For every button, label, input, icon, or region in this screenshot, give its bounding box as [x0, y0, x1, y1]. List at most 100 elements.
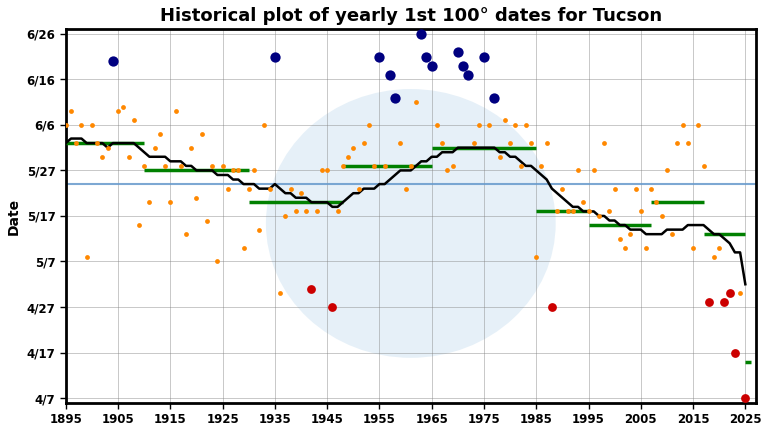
Point	[383, 71, 396, 78]
Point	[122, 153, 135, 160]
Point	[404, 162, 417, 169]
Point	[415, 30, 427, 37]
Point	[107, 58, 119, 65]
Point	[300, 208, 313, 215]
Point	[504, 140, 516, 147]
Point	[128, 117, 140, 124]
Point	[389, 94, 401, 101]
Point	[169, 108, 182, 115]
Point	[211, 258, 223, 265]
Point	[734, 290, 746, 297]
Point	[196, 130, 208, 137]
Point	[645, 185, 658, 192]
Point	[321, 167, 333, 174]
Point	[290, 208, 302, 215]
Point	[306, 285, 318, 292]
Point	[457, 62, 469, 69]
Point	[227, 167, 239, 174]
Point	[180, 231, 192, 238]
Point	[551, 208, 564, 215]
Point	[253, 226, 266, 233]
Point	[671, 140, 684, 147]
Point	[243, 185, 255, 192]
Point	[373, 53, 386, 60]
Point	[353, 185, 365, 192]
Point	[154, 130, 166, 137]
Point	[530, 253, 542, 260]
Point	[81, 253, 93, 260]
Point	[462, 71, 474, 78]
Point	[651, 199, 663, 206]
Point	[149, 144, 161, 151]
Point	[91, 140, 103, 147]
Point	[718, 299, 731, 306]
Point	[708, 253, 720, 260]
Point	[274, 290, 286, 297]
Point	[447, 162, 459, 169]
Y-axis label: Date: Date	[7, 197, 21, 235]
Point	[598, 140, 611, 147]
Point	[201, 217, 213, 224]
Point	[316, 167, 328, 174]
Point	[248, 167, 260, 174]
Point	[655, 213, 668, 220]
Point	[75, 121, 88, 128]
Point	[430, 121, 443, 128]
Point	[400, 185, 412, 192]
Point	[724, 290, 736, 297]
Point	[175, 162, 187, 169]
Point	[368, 162, 380, 169]
Point	[426, 62, 438, 69]
Point	[467, 140, 480, 147]
Ellipse shape	[266, 89, 556, 358]
Point	[295, 190, 307, 197]
Point	[687, 244, 699, 251]
Point	[164, 199, 176, 206]
Point	[85, 121, 98, 128]
Point	[190, 194, 203, 201]
Point	[363, 121, 375, 128]
Point	[112, 108, 124, 115]
Point	[614, 235, 626, 242]
Point	[394, 140, 407, 147]
Point	[159, 162, 171, 169]
Point	[739, 394, 752, 401]
Point	[280, 213, 292, 220]
Point	[698, 162, 710, 169]
Point	[494, 153, 506, 160]
Point	[634, 208, 647, 215]
Point	[488, 94, 500, 101]
Point	[509, 121, 521, 128]
Point	[96, 153, 109, 160]
Point	[102, 144, 114, 151]
Point	[629, 185, 641, 192]
Point	[342, 153, 354, 160]
Point	[556, 185, 568, 192]
Point	[336, 162, 349, 169]
Point	[379, 162, 391, 169]
Point	[561, 208, 574, 215]
Point	[483, 121, 495, 128]
Point	[185, 144, 197, 151]
Point	[608, 185, 621, 192]
Point	[692, 121, 705, 128]
Point	[138, 162, 150, 169]
Point	[132, 222, 145, 229]
Point	[546, 304, 558, 310]
Point	[603, 208, 615, 215]
Point	[347, 144, 360, 151]
Point	[216, 162, 229, 169]
Point	[326, 304, 339, 310]
Point	[70, 140, 82, 147]
Point	[541, 140, 553, 147]
Point	[284, 185, 296, 192]
Point	[713, 244, 725, 251]
Point	[232, 167, 244, 174]
Point	[676, 121, 688, 128]
Point	[59, 121, 72, 128]
Point	[578, 199, 590, 206]
Point	[572, 167, 584, 174]
Point	[640, 244, 652, 251]
Point	[681, 140, 694, 147]
Point	[357, 140, 370, 147]
